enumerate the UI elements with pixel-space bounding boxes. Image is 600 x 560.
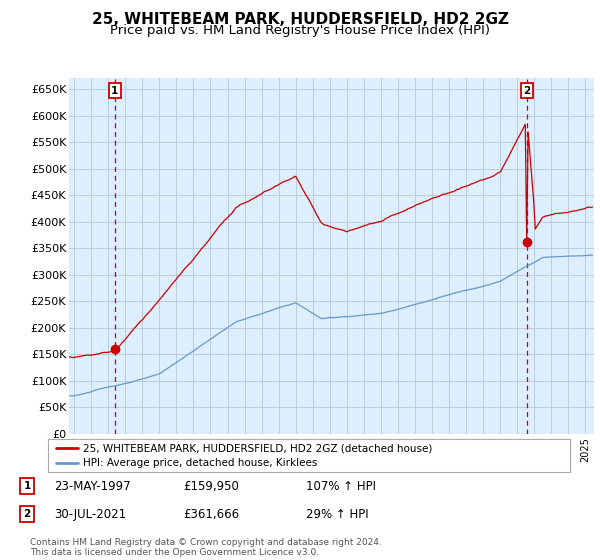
Text: 2: 2 <box>524 86 531 96</box>
Text: 107% ↑ HPI: 107% ↑ HPI <box>306 479 376 493</box>
Text: Price paid vs. HM Land Registry's House Price Index (HPI): Price paid vs. HM Land Registry's House … <box>110 24 490 36</box>
Text: £361,666: £361,666 <box>183 507 239 521</box>
Text: 25, WHITEBEAM PARK, HUDDERSFIELD, HD2 2GZ: 25, WHITEBEAM PARK, HUDDERSFIELD, HD2 2G… <box>91 12 509 27</box>
Text: 30-JUL-2021: 30-JUL-2021 <box>54 507 126 521</box>
Text: 2: 2 <box>23 509 31 519</box>
Text: 29% ↑ HPI: 29% ↑ HPI <box>306 507 368 521</box>
Text: HPI: Average price, detached house, Kirklees: HPI: Average price, detached house, Kirk… <box>83 459 318 468</box>
Text: Contains HM Land Registry data © Crown copyright and database right 2024.
This d: Contains HM Land Registry data © Crown c… <box>30 538 382 557</box>
Text: 1: 1 <box>23 481 31 491</box>
Text: 1: 1 <box>111 86 118 96</box>
Text: 23-MAY-1997: 23-MAY-1997 <box>54 479 131 493</box>
Text: 25, WHITEBEAM PARK, HUDDERSFIELD, HD2 2GZ (detached house): 25, WHITEBEAM PARK, HUDDERSFIELD, HD2 2G… <box>83 443 433 453</box>
Text: £159,950: £159,950 <box>183 479 239 493</box>
